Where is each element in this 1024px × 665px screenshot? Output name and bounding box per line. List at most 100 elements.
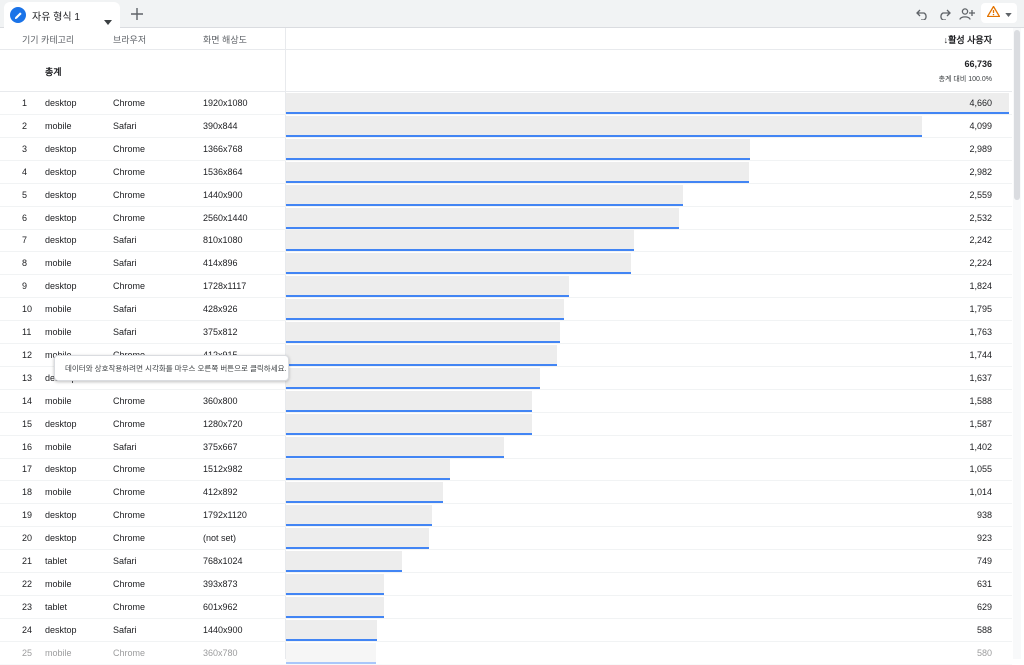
row-index: 16 — [22, 441, 33, 452]
table-row[interactable]: 10 mobile Safari 428x926 1,795 — [0, 298, 1012, 322]
cell-active-users: 2,532 — [969, 212, 992, 223]
table-row[interactable]: 16 mobile Safari 375x667 1,402 — [0, 436, 1012, 459]
cell-browser: Safari — [113, 327, 137, 337]
row-index: 25 — [22, 647, 33, 658]
column-header-browser[interactable]: 브라우저 — [113, 35, 147, 45]
column-header-category[interactable]: 기기 카테고리 — [22, 35, 75, 45]
cell-category: desktop — [45, 464, 77, 475]
cell-browser: Safari — [113, 235, 137, 246]
table-header: 기기 카테고리 브라우저 화면 해상도 ↓활성 사용자 — [0, 28, 1012, 50]
bar-line — [286, 112, 1009, 114]
cell-resolution: 1440x900 — [203, 624, 243, 635]
cell-category: desktop — [45, 624, 77, 635]
cell-browser: Chrome — [113, 533, 146, 544]
bar-background — [286, 642, 376, 663]
bar-background — [286, 322, 560, 342]
table-row[interactable]: 4 desktop Chrome 1536x864 2,982 — [0, 161, 1012, 184]
table-row[interactable]: 23 tablet Chrome 601x962 629 — [0, 596, 1012, 619]
table-row[interactable]: 7 desktop Safari 810x1080 2,242 — [0, 229, 1012, 253]
bar-background — [286, 619, 377, 640]
scrollbar-thumb[interactable] — [1014, 30, 1020, 200]
table-row[interactable]: 20 desktop Chrome (not set) 923 — [0, 527, 1012, 551]
undo-icon[interactable] — [913, 5, 931, 23]
column-header-resolution[interactable]: 화면 해상도 — [203, 35, 247, 45]
row-index: 19 — [22, 510, 33, 521]
table-row[interactable]: 11 mobile Safari 375x812 1,763 — [0, 321, 1012, 344]
warning-icon — [985, 4, 1001, 22]
tab-title: 자유 형식 1 — [32, 11, 80, 23]
cell-active-users: 4,660 — [969, 98, 992, 108]
cell-category: desktop — [45, 533, 77, 544]
bar-background — [286, 367, 540, 388]
table-row[interactable]: 12 mobile Chrome 412x915 1,744 — [0, 344, 1012, 367]
table-row[interactable]: 18 mobile Chrome 412x892 1,014 — [0, 481, 1012, 505]
totals-row: 총계 66,736 총계 대비 100.0% — [0, 50, 1012, 92]
bar-line — [286, 363, 557, 366]
table-row[interactable]: 2 mobile Safari 390x844 4,099 — [0, 115, 1012, 138]
bar-background — [286, 390, 532, 411]
table-row[interactable]: 6 desktop Chrome 2560x1440 2,532 — [0, 207, 1012, 230]
cell-active-users: 2,224 — [969, 258, 992, 269]
bar-background — [286, 344, 557, 365]
bar-background — [286, 436, 504, 457]
row-index: 22 — [22, 578, 33, 589]
bar-line — [286, 249, 634, 252]
scrollbar-track[interactable] — [1013, 28, 1021, 659]
bar-line — [286, 226, 679, 229]
cell-category: mobile — [45, 258, 72, 269]
warning-button[interactable] — [981, 3, 1017, 23]
table-row[interactable]: 9 desktop Chrome 1728x1117 1,824 — [0, 275, 1012, 299]
tab-freeform-1[interactable]: 자유 형식 1 — [4, 2, 120, 28]
table-row[interactable]: 24 desktop Safari 1440x900 588 — [0, 619, 1012, 642]
cell-category: mobile — [45, 327, 72, 337]
table-row[interactable]: 17 desktop Chrome 1512x982 1,055 — [0, 458, 1012, 482]
bar-line — [286, 455, 504, 458]
cell-browser: Chrome — [113, 189, 146, 200]
row-index: 7 — [22, 235, 28, 246]
table-row[interactable]: 8 mobile Safari 414x896 2,224 — [0, 252, 1012, 276]
cell-browser: Chrome — [113, 98, 146, 108]
share-user-icon[interactable] — [958, 5, 976, 23]
table-row[interactable]: 25 mobile Chrome 360x780 580 — [0, 642, 1012, 665]
cell-category: mobile — [45, 441, 72, 452]
cell-category: desktop — [45, 212, 77, 223]
row-index: 11 — [22, 327, 32, 337]
table-row[interactable]: 15 desktop Chrome 1280x720 1,587 — [0, 413, 1012, 436]
bar-line — [286, 547, 429, 550]
table-row[interactable]: 22 mobile Chrome 393x873 631 — [0, 573, 1012, 596]
bar-line — [286, 134, 922, 137]
cell-active-users: 629 — [976, 601, 992, 612]
table-row[interactable]: 5 desktop Chrome 1440x900 2,559 — [0, 184, 1012, 207]
bar-line — [286, 478, 450, 481]
cell-browser: Safari — [113, 304, 137, 315]
cell-browser: Safari — [113, 258, 137, 269]
bar-background — [286, 299, 564, 320]
totals-label: 총계 — [45, 67, 62, 77]
table-row[interactable]: 14 mobile Chrome 360x800 1,588 — [0, 390, 1012, 413]
bar-background — [286, 482, 443, 503]
totals-percent: 총계 대비 100.0% — [938, 76, 992, 83]
cell-resolution: 360x800 — [203, 395, 238, 406]
cell-category: mobile — [45, 304, 72, 315]
bar-line — [286, 524, 432, 527]
table-row[interactable]: 3 desktop Chrome 1366x768 2,989 — [0, 138, 1012, 161]
cell-active-users: 1,763 — [969, 327, 992, 337]
table-row[interactable]: 21 tablet Safari 768x1024 749 — [0, 550, 1012, 573]
caret-down-icon[interactable] — [104, 12, 112, 30]
cell-resolution: 1792x1120 — [203, 510, 247, 521]
table-row[interactable]: 1 desktop Chrome 1920x1080 4,660 — [0, 92, 1012, 115]
cell-category: tablet — [45, 601, 68, 612]
row-index: 2 — [22, 120, 28, 131]
bar-background — [286, 459, 450, 480]
column-header-active-users[interactable]: ↓활성 사용자 — [943, 35, 992, 45]
table-row[interactable]: 19 desktop Chrome 1792x1120 938 — [0, 504, 1012, 528]
redo-icon[interactable] — [935, 5, 953, 23]
bar-line — [286, 661, 376, 664]
cell-resolution: 412x915 — [203, 350, 238, 360]
bar-background — [286, 253, 631, 274]
cell-active-users: 923 — [976, 533, 992, 544]
cell-category: desktop — [45, 166, 77, 177]
bar-line — [286, 570, 402, 572]
plus-icon[interactable] — [128, 5, 146, 23]
cell-browser: Chrome — [113, 418, 146, 429]
